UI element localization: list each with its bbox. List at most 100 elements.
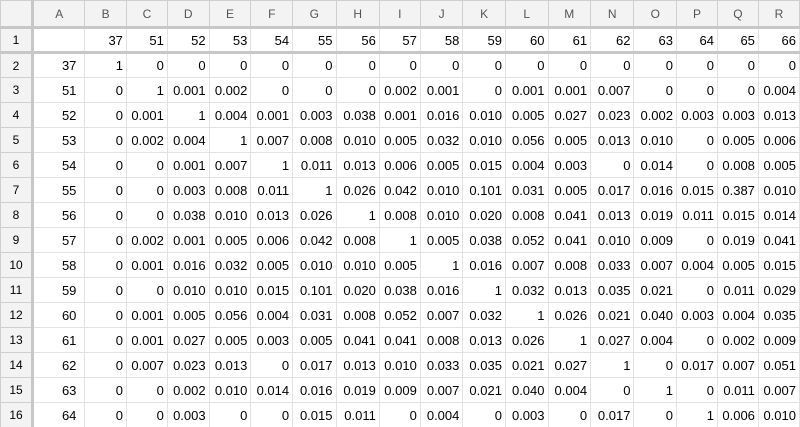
cell-d13[interactable]: 0.027 (166, 327, 210, 353)
cell-o5[interactable]: 0.010 (633, 127, 678, 153)
cell-g8[interactable]: 0.026 (292, 202, 337, 228)
cell-i5[interactable]: 0.005 (378, 127, 421, 153)
cell-m9[interactable]: 0.041 (547, 227, 592, 253)
cell-r16[interactable]: 0.010 (757, 402, 800, 427)
cell-d3[interactable]: 0.001 (166, 77, 210, 103)
cell-g14[interactable]: 0.017 (292, 352, 337, 378)
column-header-p[interactable]: P (676, 0, 718, 29)
column-header-c[interactable]: C (125, 0, 168, 29)
cell-m6[interactable]: 0.003 (547, 152, 592, 178)
cell-h16[interactable]: 0.011 (335, 402, 380, 427)
row-header-5[interactable]: 5 (0, 127, 35, 153)
cell-l10[interactable]: 0.007 (504, 252, 549, 278)
cell-i1[interactable]: 57 (378, 27, 421, 54)
cell-q6[interactable]: 0.008 (716, 152, 759, 178)
cell-d16[interactable]: 0.003 (166, 402, 210, 427)
column-header-o[interactable]: O (633, 0, 678, 29)
cell-m16[interactable]: 0 (547, 402, 592, 427)
cell-g5[interactable]: 0.008 (292, 127, 337, 153)
cell-b7[interactable]: 0 (84, 177, 127, 203)
column-header-f[interactable]: F (250, 0, 294, 29)
cell-e5[interactable]: 1 (208, 127, 252, 153)
row-header-3[interactable]: 3 (0, 77, 35, 103)
cell-r11[interactable]: 0.029 (757, 277, 800, 303)
cell-c10[interactable]: 0.001 (125, 252, 168, 278)
row-header-6[interactable]: 6 (0, 152, 35, 178)
cell-k16[interactable]: 0 (462, 402, 506, 427)
cell-f9[interactable]: 0.006 (250, 227, 294, 253)
column-header-k[interactable]: K (462, 0, 506, 29)
cell-h9[interactable]: 0.008 (335, 227, 380, 253)
cell-o4[interactable]: 0.002 (633, 102, 678, 128)
row-header-12[interactable]: 12 (0, 302, 35, 328)
cell-i9[interactable]: 1 (378, 227, 421, 253)
row-header-8[interactable]: 8 (0, 202, 35, 228)
cell-b16[interactable]: 0 (84, 402, 127, 427)
cell-f4[interactable]: 0.001 (250, 102, 294, 128)
cell-b9[interactable]: 0 (84, 227, 127, 253)
cell-k13[interactable]: 0.013 (462, 327, 506, 353)
cell-i14[interactable]: 0.010 (378, 352, 421, 378)
cell-l13[interactable]: 0.026 (504, 327, 549, 353)
cell-a9[interactable]: 57 (32, 227, 86, 253)
cell-e10[interactable]: 0.032 (208, 252, 252, 278)
cell-j15[interactable]: 0.007 (419, 377, 464, 403)
cell-k15[interactable]: 0.021 (462, 377, 506, 403)
cell-n13[interactable]: 0.027 (590, 327, 635, 353)
cell-f15[interactable]: 0.014 (250, 377, 294, 403)
cell-f1[interactable]: 54 (250, 27, 294, 54)
cell-c12[interactable]: 0.001 (125, 302, 168, 328)
cell-k9[interactable]: 0.038 (462, 227, 506, 253)
column-header-m[interactable]: M (547, 0, 592, 29)
row-header-11[interactable]: 11 (0, 277, 35, 303)
cell-m13[interactable]: 1 (547, 327, 592, 353)
cell-b4[interactable]: 0 (84, 102, 127, 128)
row-header-13[interactable]: 13 (0, 327, 35, 353)
cell-c14[interactable]: 0.007 (125, 352, 168, 378)
cell-p4[interactable]: 0.003 (676, 102, 718, 128)
column-header-r[interactable]: R (757, 0, 800, 29)
cell-r14[interactable]: 0.051 (757, 352, 800, 378)
row-header-9[interactable]: 9 (0, 227, 35, 253)
cell-h6[interactable]: 0.013 (335, 152, 380, 178)
cell-f13[interactable]: 0.003 (250, 327, 294, 353)
cell-h5[interactable]: 0.010 (335, 127, 380, 153)
cell-p14[interactable]: 0.017 (676, 352, 718, 378)
cell-o16[interactable]: 0 (633, 402, 678, 427)
row-header-4[interactable]: 4 (0, 102, 35, 128)
cell-c3[interactable]: 1 (125, 77, 168, 103)
cell-q2[interactable]: 0 (716, 52, 759, 78)
cell-n10[interactable]: 0.033 (590, 252, 635, 278)
cell-l6[interactable]: 0.004 (504, 152, 549, 178)
cell-m1[interactable]: 61 (547, 27, 592, 54)
cell-j13[interactable]: 0.008 (419, 327, 464, 353)
cell-l7[interactable]: 0.031 (504, 177, 549, 203)
cell-m7[interactable]: 0.005 (547, 177, 592, 203)
cell-k6[interactable]: 0.015 (462, 152, 506, 178)
cell-g4[interactable]: 0.003 (292, 102, 337, 128)
cell-k14[interactable]: 0.035 (462, 352, 506, 378)
cell-q1[interactable]: 65 (716, 27, 759, 54)
cell-n1[interactable]: 62 (590, 27, 635, 54)
cell-e9[interactable]: 0.005 (208, 227, 252, 253)
cell-g13[interactable]: 0.005 (292, 327, 337, 353)
cell-b11[interactable]: 0 (84, 277, 127, 303)
cell-m4[interactable]: 0.027 (547, 102, 592, 128)
cell-q4[interactable]: 0.003 (716, 102, 759, 128)
cell-h14[interactable]: 0.013 (335, 352, 380, 378)
cell-n11[interactable]: 0.035 (590, 277, 635, 303)
cell-n5[interactable]: 0.013 (590, 127, 635, 153)
cell-d15[interactable]: 0.002 (166, 377, 210, 403)
column-header-q[interactable]: Q (716, 0, 759, 29)
cell-p9[interactable]: 0 (676, 227, 718, 253)
cell-f10[interactable]: 0.005 (250, 252, 294, 278)
cell-e4[interactable]: 0.004 (208, 102, 252, 128)
cell-g15[interactable]: 0.016 (292, 377, 337, 403)
cell-r7[interactable]: 0.010 (757, 177, 800, 203)
cell-d11[interactable]: 0.010 (166, 277, 210, 303)
cell-m15[interactable]: 0.004 (547, 377, 592, 403)
cell-e11[interactable]: 0.010 (208, 277, 252, 303)
row-header-14[interactable]: 14 (0, 352, 35, 378)
cell-h13[interactable]: 0.041 (335, 327, 380, 353)
cell-h15[interactable]: 0.019 (335, 377, 380, 403)
